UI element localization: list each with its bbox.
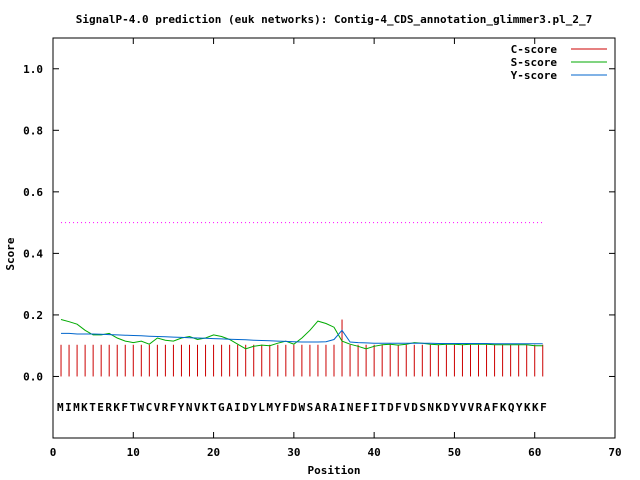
legend-label: S-score (511, 56, 558, 69)
legend-label: Y-score (511, 69, 558, 82)
chart-title: SignalP-4.0 prediction (euk networks): C… (76, 13, 593, 26)
y-tick-label: 0.0 (23, 370, 43, 383)
x-tick-label: 50 (448, 446, 461, 459)
x-tick-label: 60 (528, 446, 541, 459)
x-tick-label: 10 (127, 446, 140, 459)
s-score-line (60, 319, 543, 350)
y-tick-label: 0.8 (23, 124, 43, 137)
legend-label: C-score (511, 43, 558, 56)
x-tick-label: 0 (50, 446, 57, 459)
x-tick-label: 30 (287, 446, 300, 459)
x-tick-label: 20 (207, 446, 220, 459)
sequence-text: MIMKTERKFTWCVRFYNVKTGAIDYLMYFDWSARAINEFI… (57, 401, 547, 414)
y-tick-label: 0.4 (23, 247, 43, 260)
y-score-line (61, 329, 543, 345)
y-axis-label: Score (4, 237, 17, 270)
y-tick-label: 0.6 (23, 186, 43, 199)
axes-layer: 0.0 0.2 0.4 0.6 0.8 1.0 0 10 20 30 40 50 60 70 (23, 37, 622, 459)
y-tick-label: 1.0 (23, 63, 43, 76)
x-tick-label: 40 (368, 446, 381, 459)
x-axis-label: Position (308, 464, 361, 477)
x-tick-label: 70 (608, 446, 621, 459)
series-layer (60, 222, 544, 377)
c-score-series (60, 319, 544, 377)
y-tick-label: 0.2 (23, 309, 43, 322)
plot-frame (52, 37, 616, 439)
